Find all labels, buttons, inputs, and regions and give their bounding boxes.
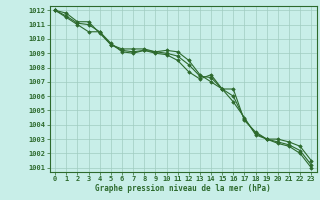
X-axis label: Graphe pression niveau de la mer (hPa): Graphe pression niveau de la mer (hPa): [95, 184, 271, 193]
